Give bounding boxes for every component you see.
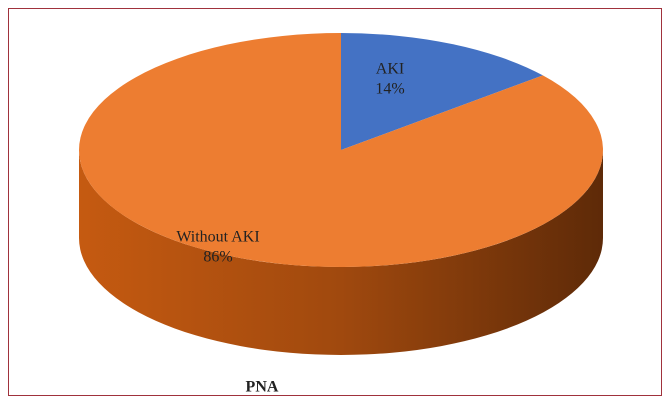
slice-value: 86% [203, 249, 232, 266]
slice-label: Without AKI [176, 229, 259, 246]
pie-slice [341, 33, 543, 150]
pie-slice [78, 33, 603, 267]
slice-value: 14% [375, 81, 404, 98]
chart-title: PNA [246, 379, 279, 396]
pie-side [79, 150, 603, 355]
slice-label: AKI [376, 61, 404, 78]
